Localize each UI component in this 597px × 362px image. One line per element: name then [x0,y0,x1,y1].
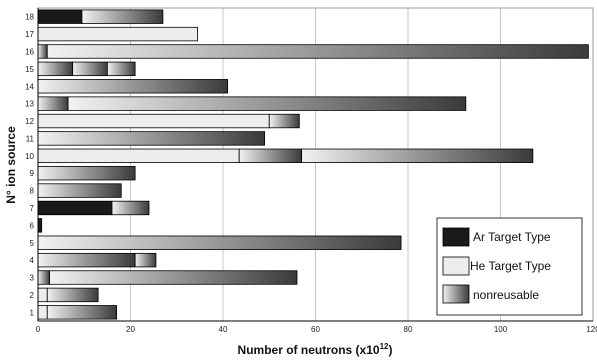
y-tick-label-8: 8 [30,187,35,196]
x-tick-label-100: 100 [494,325,508,334]
bar-source-12-segment-1 [37,113,270,129]
x-tick-label-120: 120 [586,325,597,334]
bar-source-14-segment-1 [37,79,229,94]
bar-source-3-segment-2 [49,270,298,285]
bar-source-4-segment-2 [134,252,157,268]
y-tick-label-11: 11 [26,134,35,143]
y-tick-label-16: 16 [25,47,34,56]
legend: Ar Target Type He Target Type nonreusabl… [436,217,583,316]
y-tick-label-12: 12 [25,117,34,126]
legend-label-he: He Target Type [470,259,551,273]
y-tick-label-7: 7 [30,204,35,213]
bar-source-3-segment-1 [37,270,50,285]
x-axis-title-exponent: 12 [380,342,389,351]
bar-source-15-segment-2 [72,61,108,77]
bar-source-7-segment-1 [37,200,113,216]
y-tick-label-15: 15 [25,65,34,74]
y-tick-label-6: 6 [30,221,35,230]
y-axis-title: N° ion source [4,126,18,204]
bar-source-10-segment-2 [238,148,303,163]
y-tick-label-17: 17 [25,30,34,39]
x-axis-title-close: ) [388,343,392,357]
y-tick-label-10: 10 [25,152,34,161]
legend-swatch-he [442,256,470,276]
y-tick-label-14: 14 [25,82,34,91]
x-tick-label-20: 20 [126,325,135,334]
x-tick-label-40: 40 [219,325,228,334]
x-tick-label-60: 60 [311,325,320,334]
bar-source-18-segment-2 [81,9,164,24]
bar-source-12-segment-2 [268,113,300,129]
bar-source-17-segment-1 [37,26,198,42]
bar-source-10-segment-3 [301,148,534,163]
bar-source-15-segment-3 [106,61,136,77]
y-tick-label-1: 1 [30,308,35,317]
bar-source-15-segment-1 [37,61,74,77]
y-tick-label-18: 18 [25,13,34,22]
x-tick-label-80: 80 [404,325,413,334]
legend-label-nonreusable: nonreusable [473,288,539,302]
bar-source-11-segment-1 [37,131,266,146]
bar-source-13-segment-2 [67,96,467,111]
bar-source-1-segment-1 [37,305,48,320]
bar-source-16-segment-1 [37,44,48,59]
axes: 0204060801001201234567891011121314151617… [25,7,597,334]
y-tick-label-9: 9 [30,169,35,178]
bar-source-18-segment-1 [37,9,83,24]
x-axis-title: Number of neutrons (x1012) [238,342,393,357]
y-tick-label-2: 2 [30,291,35,300]
bar-source-8-segment-1 [37,183,122,198]
x-tick-label-0: 0 [36,325,41,334]
legend-swatch-nonreusable [442,284,470,304]
bar-source-10-segment-1 [37,148,240,163]
bar-source-6-segment-1 [37,218,43,233]
bar-source-16-segment-2 [46,44,589,59]
bar-source-2-segment-2 [46,287,99,303]
y-tick-label-13: 13 [25,100,34,109]
bar-source-7-segment-2 [111,200,150,216]
bar-source-13-segment-1 [37,96,69,111]
y-tick-label-5: 5 [30,239,35,248]
bar-source-4-segment-1 [37,252,136,268]
bar-source-2-segment-1 [37,287,48,303]
legend-label-ar: Ar Target Type [473,230,551,244]
y-tick-label-3: 3 [30,274,35,283]
legend-swatch-ar [442,227,470,247]
bar-source-9-segment-1 [37,166,136,181]
y-tick-label-4: 4 [30,256,35,265]
bar-source-5-segment-1 [37,235,402,250]
bar-source-1-segment-2 [46,305,118,320]
x-axis-title-main: Number of neutrons (x10 [238,343,380,357]
bars [37,9,589,320]
